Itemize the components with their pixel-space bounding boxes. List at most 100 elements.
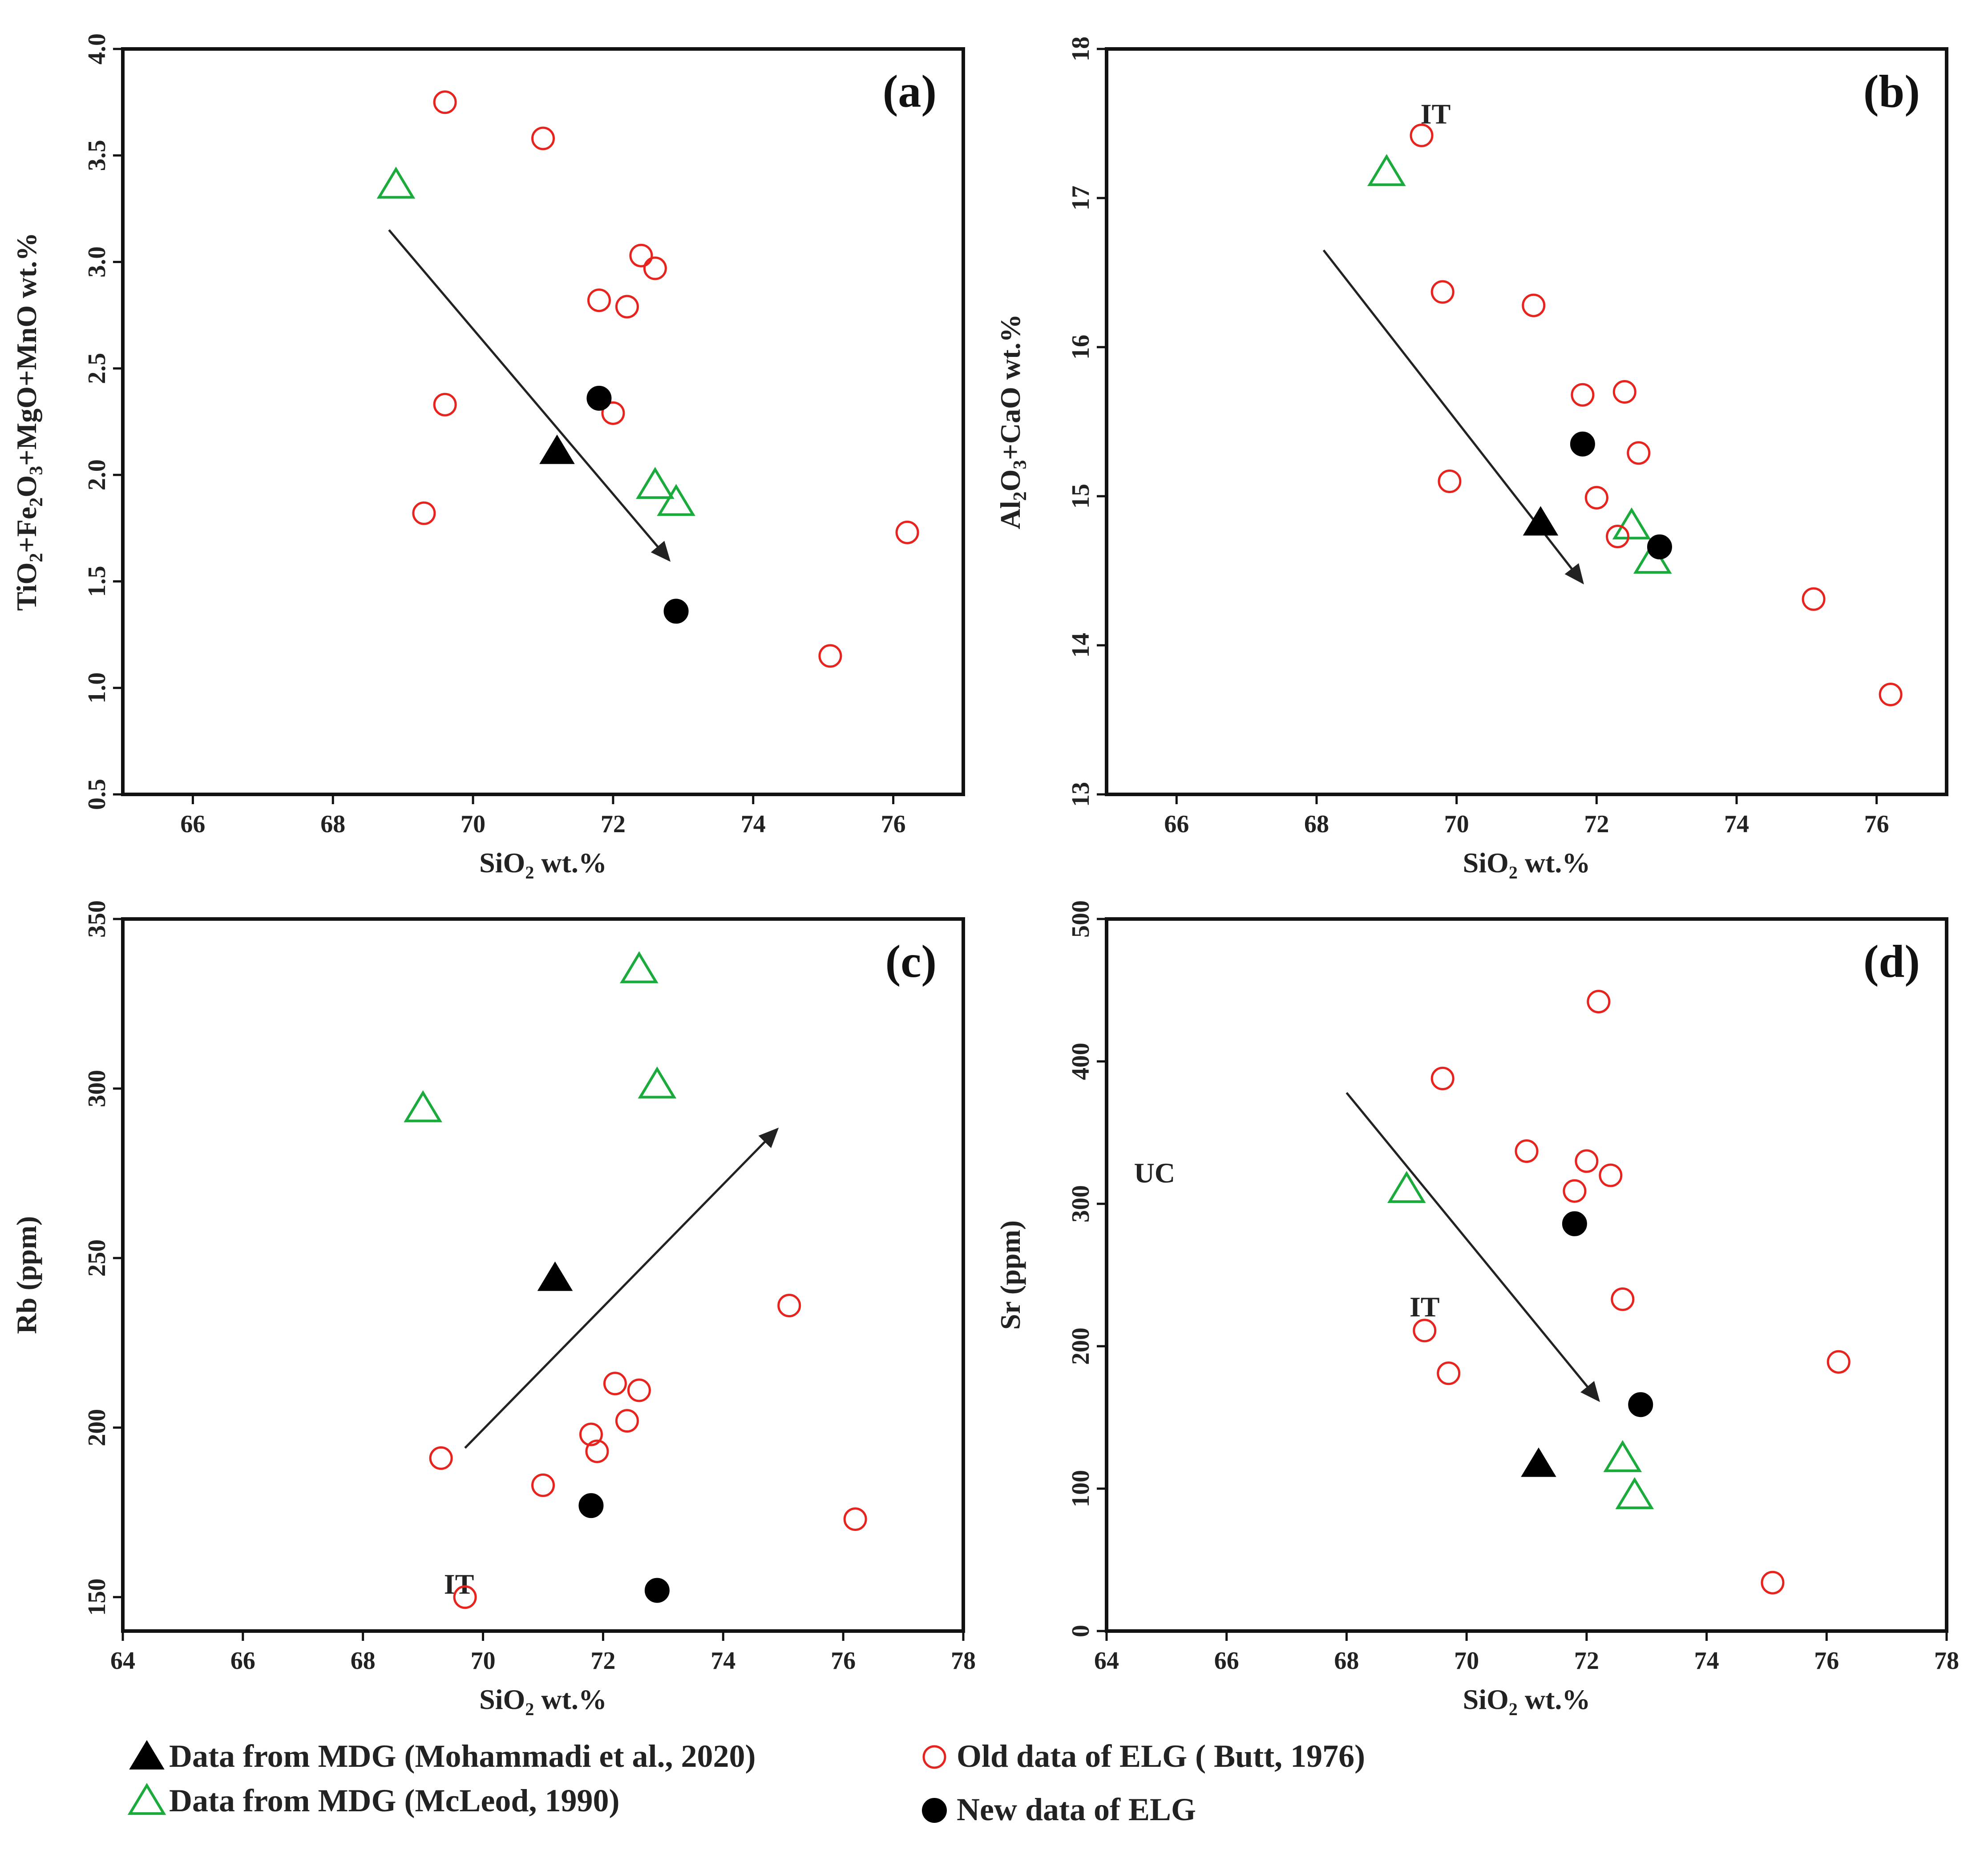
data-series: [1387, 1171, 1654, 1510]
data-point-circle-open: [1575, 1149, 1599, 1173]
data-point-circle-open: [601, 401, 625, 425]
data-point-triangle-open: [1387, 1171, 1426, 1203]
data-point-circle-open: [615, 1409, 639, 1433]
x-tick-label: 72: [1584, 810, 1609, 838]
data-point-circle-open: [1599, 1163, 1623, 1187]
y-tick-label: 150: [83, 1579, 111, 1616]
data-point-circle-filled: [578, 1493, 604, 1518]
data-point-circle-open: [1802, 587, 1826, 611]
data-point-circle-open: [1611, 1287, 1635, 1311]
panel-d-tag: (d): [1863, 936, 1920, 987]
x-tick-label: 70: [1444, 810, 1469, 838]
data-point-circle-open: [1879, 683, 1903, 707]
data-point-circle-open: [843, 1507, 867, 1531]
x-axis-label: SiO2 wt.%: [479, 1684, 607, 1719]
data-point-circle-open: [1413, 1319, 1437, 1343]
x-tick-label: 66: [180, 810, 205, 838]
data-point-triangle-open: [620, 951, 659, 984]
data-series: [1413, 990, 1851, 1595]
x-tick-label: 74: [1694, 1647, 1719, 1675]
data-point-circle-open: [433, 393, 457, 417]
data-point-circle-open: [579, 1422, 603, 1446]
x-tick-label: 70: [461, 810, 485, 838]
y-tick-label: 17: [1067, 186, 1095, 211]
data-point-triangle-open: [376, 166, 416, 199]
y-axis-label: Rb (ppm): [11, 1216, 42, 1334]
data-point-circle-open: [615, 295, 639, 319]
data-point-triangle-filled: [1523, 506, 1559, 536]
y-tick-label: 3.5: [83, 140, 111, 171]
y-tick-label: 14: [1067, 633, 1095, 658]
annotation-uc: UC: [1134, 1157, 1175, 1189]
data-point-triangle-open: [638, 1066, 677, 1099]
data-point-circle-open: [627, 1378, 651, 1402]
trend-arrow: [464, 1127, 779, 1449]
legend-label: Data from MDG (Mohammadi et al., 2020): [169, 1738, 756, 1774]
x-tick-label: 74: [741, 810, 766, 838]
data-series: [376, 166, 695, 516]
data-point-circle-open: [531, 1473, 555, 1497]
x-tick-label: 72: [590, 1647, 615, 1675]
x-tick-label: 72: [601, 810, 626, 838]
x-tick-label: 76: [1864, 810, 1889, 838]
data-point-circle-open: [1438, 470, 1462, 493]
data-point-circle-open: [1612, 380, 1636, 404]
data-point-circle-filled: [1562, 1211, 1587, 1236]
x-tick-label: 68: [351, 1647, 376, 1675]
y-tick-label: 4.0: [83, 33, 111, 65]
data-point-circle-open: [1606, 524, 1630, 548]
data-point-circle-open: [433, 90, 457, 114]
data-series: [1410, 123, 1903, 707]
data-point-circle-open: [429, 1446, 453, 1470]
data-series: [539, 434, 575, 464]
data-point-circle-filled: [644, 1578, 670, 1603]
data-series: [412, 90, 919, 668]
data-point-circle-open: [1563, 1179, 1587, 1203]
y-tick-label: 0: [1067, 1625, 1095, 1637]
data-point-circle-open: [1627, 441, 1651, 465]
data-point-circle-open: [603, 1372, 627, 1396]
data-point-circle-open: [1522, 293, 1546, 317]
y-tick-label: 100: [1067, 1470, 1095, 1507]
legend-label: Old data of ELG ( Butt, 1976): [957, 1738, 1365, 1774]
x-tick-label: 64: [1094, 1647, 1119, 1675]
data-series: [1523, 506, 1559, 536]
x-tick-label: 72: [1574, 1647, 1599, 1675]
legend-item: Old data of ELG ( Butt, 1976): [922, 1738, 1365, 1774]
annotation-it: IT: [444, 1568, 474, 1600]
data-point-circle-filled: [586, 385, 612, 411]
panel-a-frame: [121, 47, 965, 796]
data-point-triangle-filled: [539, 434, 575, 464]
x-tick-label: 68: [1304, 810, 1329, 838]
x-tick-label: 74: [711, 1647, 735, 1675]
data-point-circle-open: [818, 644, 842, 668]
legend-marker-circle-filled: [922, 1798, 947, 1823]
legend-marker-circle-open: [922, 1745, 946, 1769]
data-point-circle-open: [453, 1585, 477, 1609]
data-point-triangle-filled: [1521, 1447, 1556, 1477]
x-tick-label: 78: [1934, 1647, 1959, 1675]
y-tick-label: 200: [83, 1409, 111, 1446]
data-series: [1570, 431, 1672, 559]
data-point-triangle-open: [636, 467, 675, 499]
x-tick-label: 76: [831, 1647, 856, 1675]
legend-label: Data from MDG (McLeod, 1990): [169, 1783, 619, 1818]
data-point-circle-open: [531, 126, 555, 150]
panel-c-tag: (c): [885, 936, 937, 987]
panel-b-frame: [1105, 47, 1948, 796]
legend-item: New data of ELG: [922, 1792, 1196, 1827]
x-tick-label: 76: [1814, 1647, 1839, 1675]
data-point-circle-open: [643, 256, 667, 280]
y-tick-label: 16: [1067, 335, 1095, 360]
data-point-circle-open: [1410, 123, 1434, 147]
data-point-circle-open: [1430, 1066, 1455, 1090]
data-series: [1367, 154, 1672, 574]
data-point-circle-open: [1430, 280, 1455, 304]
data-point-circle-filled: [1570, 431, 1595, 457]
x-tick-label: 70: [471, 1647, 496, 1675]
data-point-triangle-open: [1603, 1440, 1642, 1472]
data-series: [404, 951, 677, 1122]
data-point-circle-open: [585, 1439, 609, 1463]
x-tick-label: 68: [320, 810, 345, 838]
panel-b-tag: (b): [1863, 66, 1920, 117]
